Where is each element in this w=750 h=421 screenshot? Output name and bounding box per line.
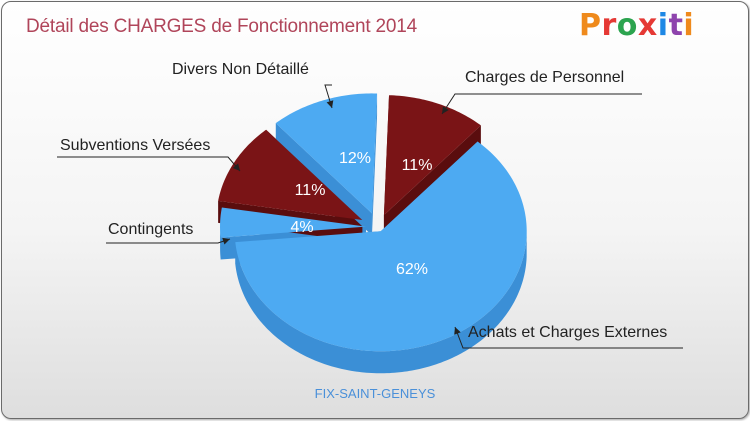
logo-letter: P — [579, 8, 602, 43]
pie-slice[interactable] — [383, 95, 481, 216]
logo-letter: r — [601, 8, 617, 43]
slice-percent-label: 12% — [339, 150, 371, 167]
leader-arrow — [454, 327, 461, 335]
leader-arrow — [442, 106, 449, 114]
leader-line — [106, 238, 231, 244]
leader-line — [441, 93, 642, 115]
pie-tops — [218, 93, 527, 352]
logo-letter: t — [668, 8, 684, 43]
slice-category-label: Divers Non Détaillé — [172, 61, 309, 78]
logo-letter: i — [657, 8, 669, 43]
pie-slice[interactable] — [218, 129, 363, 221]
leader-arrow — [232, 163, 240, 171]
pie-slice-side — [235, 232, 527, 374]
slice-percent-label: 4% — [290, 219, 313, 236]
leader-line — [324, 84, 333, 109]
slice-category-label: Charges de Personnel — [465, 69, 624, 86]
logo-letter: x — [637, 8, 658, 43]
proxiti-logo[interactable]: Proxiti — [579, 8, 694, 43]
logo-letter: o — [616, 8, 638, 43]
slice-percent-label: 11% — [402, 157, 433, 174]
leader-line — [454, 326, 683, 349]
pie-slice[interactable] — [235, 141, 527, 352]
chart-title: Détail des CHARGES de Fonctionnement 201… — [26, 16, 418, 37]
pie-slice[interactable] — [220, 207, 367, 238]
slice-percent-label: 11% — [295, 182, 326, 199]
leader-arrow — [326, 100, 334, 108]
leader-line — [57, 156, 241, 172]
logo-letter: i — [683, 8, 695, 43]
slice-category-label: Subventions Versées — [60, 137, 210, 154]
pie-slice-cut — [371, 93, 378, 236]
slice-category-label: Contingents — [108, 221, 193, 238]
slice-percent-label: 62% — [396, 261, 428, 278]
location-label: FIX-SAINT-GENEYS — [314, 386, 436, 401]
pie-slice-side — [220, 227, 221, 260]
leader-arrow — [222, 237, 230, 245]
pie-slice[interactable] — [275, 93, 378, 214]
slice-category-label: Achats et Charges Externes — [468, 324, 667, 341]
